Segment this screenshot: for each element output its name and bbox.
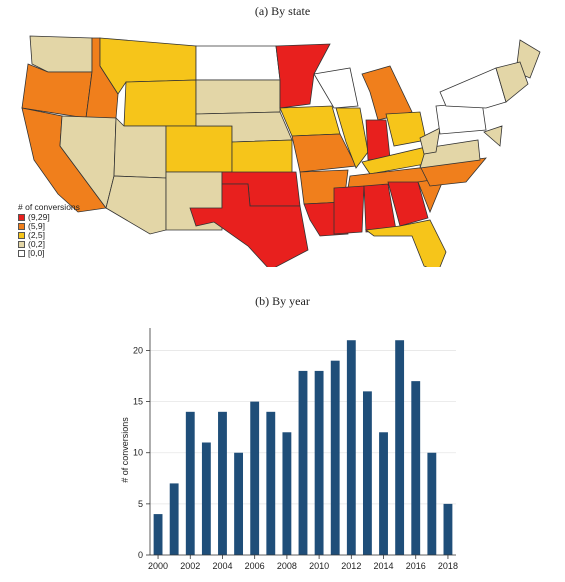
state-ne_states [495,61,529,103]
legend-label: (5,9] [28,221,46,231]
legend-item: (2,5] [18,231,80,240]
state-az [105,175,167,235]
state-wi [313,67,359,109]
bar-2012 [346,340,356,555]
legend-swatch [18,250,25,257]
bar-2015 [395,340,405,555]
state-tx [189,183,309,267]
legend-label: (2,5] [28,230,46,240]
x-tick-label: 2004 [212,561,232,571]
bar-2009 [298,370,308,555]
panel-a-title: (a) By state [254,4,311,18]
bar-2013 [362,391,372,555]
state-mi [361,65,413,121]
state-oh [385,111,427,147]
state-in [365,119,391,161]
bar-2001 [169,483,179,555]
bar-2008 [282,432,292,555]
x-tick-label: 2000 [148,561,168,571]
y-tick-label: 5 [138,499,143,509]
state-ga [387,181,429,227]
state-nd [195,45,281,81]
x-tick-label: 2012 [341,561,361,571]
panel-b-title: (b) By year [255,294,310,308]
bar-2016 [411,381,421,555]
map-legend: # of conversions (9,29] (5,9] (2,5] (0,2… [18,203,80,258]
x-tick-label: 2006 [245,561,265,571]
x-tick-label: 2018 [438,561,458,571]
bar-2003 [201,442,211,555]
x-tick-label: 2010 [309,561,329,571]
legend-item: (5,9] [18,222,80,231]
bar-2002 [185,411,195,555]
state-ks [231,139,293,175]
bar-2010 [314,370,324,555]
bar-2007 [266,411,276,555]
bar-2000 [153,514,163,555]
legend-swatch [18,223,25,230]
bar-2006 [250,401,260,555]
y-tick-label: 10 [133,448,143,458]
bar-2018 [443,503,453,555]
state-fl [364,219,447,267]
state-mn [275,43,331,109]
legend-item: [0,0] [18,249,80,258]
bar-2014 [379,432,388,555]
y-axis-title: # of conversions [120,417,130,483]
legend-label: (0,2] [28,239,46,249]
state-wa [29,35,93,73]
state-md [483,125,503,147]
legend-title: # of conversions [18,202,80,212]
legend-swatch [18,232,25,239]
bar-2011 [330,360,340,555]
y-tick-label: 15 [133,397,143,407]
x-tick-label: 2014 [374,561,394,571]
state-ny [439,67,507,109]
bar-2004 [218,411,227,555]
us-state-map [21,35,541,267]
y-tick-label: 0 [138,550,143,560]
state-wv [419,127,441,155]
bar-2005 [234,452,244,555]
y-tick-label: 20 [133,345,143,355]
state-co [165,125,233,173]
bar-chart: 0 5 10 15 20 2000 2002 2004 2006 2008 2010 2012 2014… [120,328,458,571]
legend-swatch [18,241,25,248]
legend-label: [0,0] [28,248,45,258]
state-ms [333,185,365,235]
bar-2017 [427,452,437,555]
x-tick-label: 2016 [406,561,426,571]
legend-label: (9,29] [28,212,50,222]
state-wy [123,79,197,127]
state-ut [113,117,167,179]
x-tick-label: 2002 [180,561,200,571]
legend-item: (0,2] [18,240,80,249]
legend-swatch [18,214,25,221]
x-tick-label: 2008 [277,561,297,571]
legend-item: (9,29] [18,213,80,222]
state-ia [279,105,341,137]
state-il [335,107,369,169]
state-sd [195,79,281,115]
